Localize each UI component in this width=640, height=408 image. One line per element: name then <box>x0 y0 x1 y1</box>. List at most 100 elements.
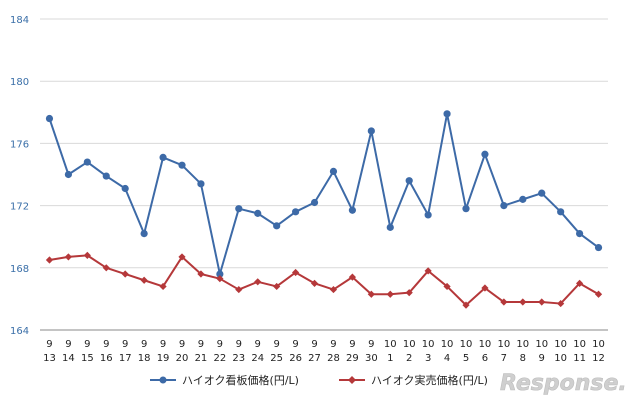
data-point <box>348 273 356 281</box>
series-line <box>48 112 600 276</box>
data-point <box>254 278 262 286</box>
x-tick-day: 29 <box>346 353 359 364</box>
data-point <box>310 279 319 287</box>
x-tick-day: 30 <box>365 353 378 364</box>
x-tick-month: 10 <box>460 339 473 350</box>
y-tick-label: 168 <box>10 264 29 275</box>
data-point <box>273 222 281 230</box>
data-point <box>292 268 300 277</box>
data-point <box>235 285 243 294</box>
data-point <box>329 285 338 294</box>
data-point <box>367 127 375 135</box>
x-tick-month: 10 <box>554 339 567 350</box>
x-tick-month: 9 <box>217 339 223 350</box>
data-point <box>500 202 508 210</box>
data-point <box>519 195 527 203</box>
y-tick-label: 164 <box>10 326 29 337</box>
x-tick-day: 2 <box>406 353 412 364</box>
response-logo-watermark: Response. <box>500 371 626 397</box>
data-point <box>273 282 281 291</box>
x-tick-month: 10 <box>479 339 492 350</box>
data-point <box>348 206 356 214</box>
data-point <box>83 251 91 259</box>
x-tick-day: 14 <box>62 353 75 364</box>
data-point <box>102 264 110 272</box>
data-point <box>64 253 72 261</box>
data-point <box>140 276 148 284</box>
data-point <box>197 180 205 188</box>
data-point <box>292 208 300 216</box>
x-tick-day: 1 <box>387 353 393 364</box>
x-tick-day: 8 <box>520 353 526 364</box>
legend-swatch-circle-icon <box>150 376 176 384</box>
legend-item-actual-price: ハイオク実売価格(円/L) <box>338 372 488 388</box>
data-point <box>538 298 546 306</box>
data-point <box>367 290 375 298</box>
data-point <box>102 172 110 180</box>
data-point <box>254 209 262 217</box>
x-tick-month: 9 <box>330 339 336 350</box>
x-tick-day: 13 <box>43 353 56 364</box>
data-point <box>405 289 413 297</box>
data-point <box>481 284 489 292</box>
data-point <box>405 177 413 185</box>
x-tick-day: 19 <box>157 353 170 364</box>
x-tick-month: 9 <box>273 339 279 350</box>
x-tick-month: 9 <box>198 339 204 350</box>
gridlines <box>40 18 608 331</box>
x-tick-day: 11 <box>573 353 586 364</box>
x-tick-day: 9 <box>539 353 545 364</box>
data-point <box>121 184 129 193</box>
legend-swatch-diamond-icon <box>338 376 365 384</box>
data-point <box>159 282 167 291</box>
x-tick-day: 23 <box>232 353 245 364</box>
series-line <box>49 254 600 307</box>
data-point <box>576 279 584 287</box>
data-point <box>386 223 394 231</box>
legend-item-sign-price: ハイオク看板価格(円/L) <box>150 372 299 388</box>
x-tick-day: 20 <box>176 353 189 364</box>
x-tick-month: 9 <box>255 339 261 350</box>
data-point <box>462 301 470 309</box>
x-tick-month: 10 <box>535 339 548 350</box>
legend-label-sign-price: ハイオク看板価格(円/L) <box>182 374 299 387</box>
data-point <box>45 256 54 264</box>
data-point <box>216 270 224 278</box>
data-point <box>443 282 451 291</box>
data-point <box>538 189 546 197</box>
x-tick-month: 10 <box>516 339 529 350</box>
x-tick-day: 10 <box>554 353 567 364</box>
data-point <box>424 211 432 219</box>
y-axis: 164 168 172 176 180 184 <box>10 15 29 337</box>
x-tick-day: 26 <box>289 353 302 364</box>
legend-label-actual-price: ハイオク実売価格(円/L) <box>370 374 488 387</box>
x-tick-month: 10 <box>403 339 416 350</box>
x-tick-day: 24 <box>251 353 264 364</box>
data-point <box>557 208 565 216</box>
y-tick-label: 176 <box>10 139 29 150</box>
data-point <box>64 170 72 179</box>
data-point <box>594 243 603 252</box>
x-tick-month: 9 <box>46 339 52 350</box>
data-point <box>197 270 205 278</box>
data-point <box>424 267 432 275</box>
x-tick-month: 9 <box>84 339 90 350</box>
x-tick-month: 9 <box>236 339 242 350</box>
x-tick-month: 9 <box>349 339 355 350</box>
series-group <box>45 110 603 309</box>
x-tick-month: 10 <box>384 339 397 350</box>
x-tick-month: 10 <box>441 339 454 350</box>
data-point <box>500 298 508 306</box>
x-tick-month: 9 <box>141 339 147 350</box>
x-tick-day: 4 <box>444 353 450 364</box>
x-tick-day: 28 <box>327 353 340 364</box>
data-point <box>519 298 527 306</box>
x-tick-day: 7 <box>501 353 507 364</box>
x-tick-day: 6 <box>482 353 488 364</box>
x-tick-day: 18 <box>138 353 151 364</box>
data-point <box>443 110 451 118</box>
legend: ハイオク看板価格(円/L) ハイオク実売価格(円/L) <box>150 372 488 388</box>
data-point <box>83 158 91 166</box>
data-point <box>557 299 565 308</box>
